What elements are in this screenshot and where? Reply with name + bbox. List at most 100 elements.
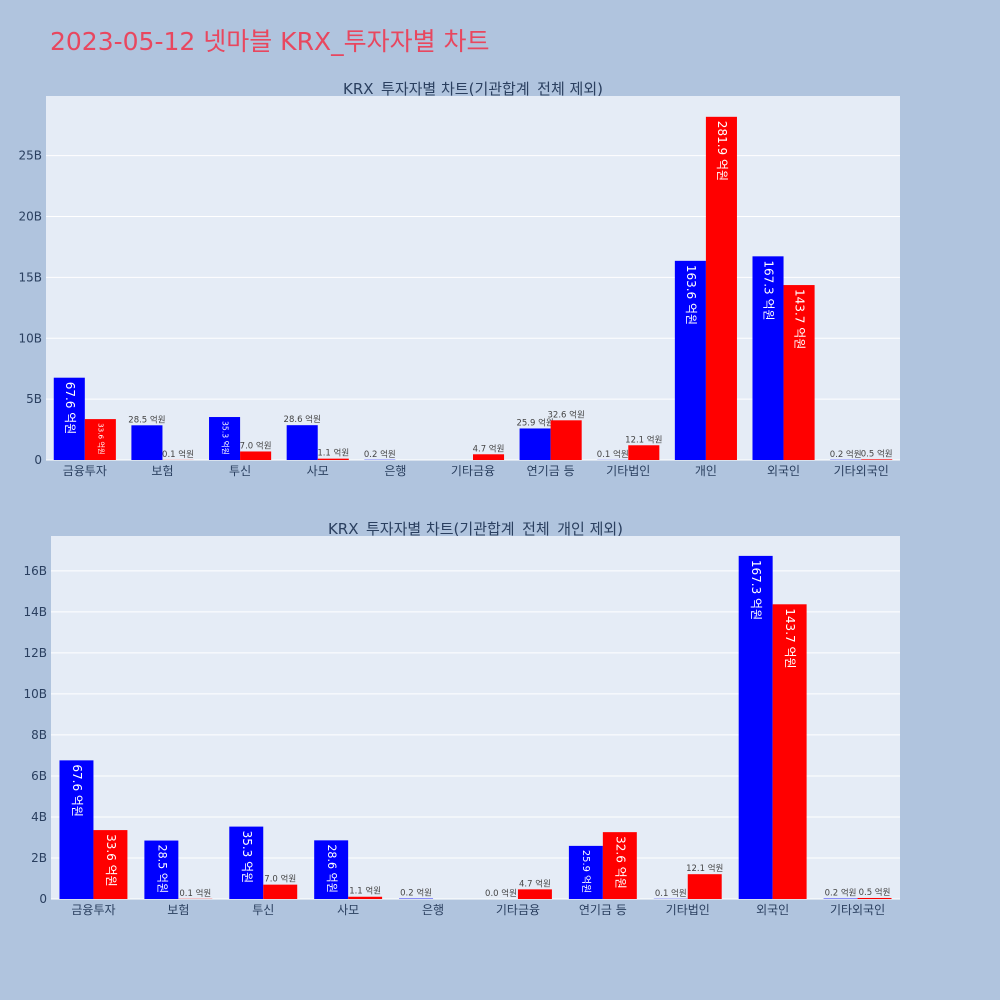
y-tick-label: 6B bbox=[31, 769, 47, 783]
bar bbox=[317, 458, 349, 460]
x-tick-label: 금융투자 bbox=[71, 903, 115, 917]
y-tick-label: 8B bbox=[31, 728, 47, 742]
y-tick-label: 12B bbox=[23, 646, 47, 660]
bar-value-label: 32.6 억원 bbox=[548, 409, 585, 420]
bar-value-label: 0.2 억원 bbox=[825, 888, 857, 899]
bar bbox=[209, 417, 241, 460]
bar-value-label: 12.1 억원 bbox=[625, 434, 662, 445]
bar-value-label: 12.1 억원 bbox=[686, 863, 723, 874]
bar bbox=[473, 454, 505, 460]
bar-value-label: 0.0 억원 bbox=[485, 888, 517, 899]
bar-value-label: 7.0 억원 bbox=[240, 440, 272, 451]
y-tick-label: 4B bbox=[31, 810, 47, 824]
bar bbox=[568, 845, 603, 899]
bar-value-label: 28.5 억원 bbox=[155, 845, 168, 894]
bar bbox=[861, 459, 893, 460]
bar bbox=[263, 884, 298, 899]
bar-value-label: 4.7 억원 bbox=[473, 443, 505, 454]
chart-title: KRX_투자자별 차트(기관합계_전체 제외) bbox=[343, 80, 603, 99]
bar-value-label: 33.6 억원 bbox=[104, 834, 118, 887]
bar-value-label: 0.1 억원 bbox=[597, 449, 629, 460]
bar bbox=[229, 826, 264, 899]
page-title: 2023-05-12 넷마블 KRX_투자자별 차트 bbox=[50, 27, 490, 56]
x-tick-label: 기타법인 bbox=[666, 903, 710, 917]
y-tick-label: 10B bbox=[18, 331, 42, 345]
x-tick-label: 개인 bbox=[695, 464, 717, 478]
bar-value-label: 0.1 억원 bbox=[179, 888, 211, 899]
bar bbox=[674, 260, 706, 460]
bar-value-label: 67.6 억원 bbox=[70, 764, 84, 817]
bar-value-label: 143.7 억원 bbox=[783, 608, 797, 668]
bar-value-label: 25.9 억원 bbox=[580, 850, 592, 893]
bar bbox=[628, 445, 660, 460]
bar bbox=[53, 377, 85, 460]
bar-value-label: 0.2 억원 bbox=[830, 449, 862, 460]
bar-value-label: 67.6 억원 bbox=[63, 382, 77, 435]
bar-value-label: 0.5 억원 bbox=[859, 887, 891, 898]
bar bbox=[602, 832, 637, 899]
bar-value-label: 0.5 억원 bbox=[861, 448, 893, 459]
bar bbox=[84, 419, 116, 460]
bar-value-label: 32.6 억원 bbox=[613, 836, 627, 889]
bar bbox=[144, 840, 179, 899]
x-tick-label: 연기금 등 bbox=[527, 464, 575, 478]
x-tick-label: 보험 bbox=[151, 464, 173, 478]
x-tick-label: 투신 bbox=[252, 903, 274, 917]
bar bbox=[93, 830, 128, 899]
y-tick-label: 10B bbox=[23, 687, 47, 701]
bar bbox=[752, 256, 784, 460]
bar bbox=[348, 896, 383, 899]
chart-title: KRX_투자자별 차트(기관합계_전체_개인 제외) bbox=[328, 520, 623, 539]
y-tick-label: 0 bbox=[39, 892, 47, 906]
x-tick-label: 은행 bbox=[422, 902, 444, 917]
x-tick-label: 은행 bbox=[384, 463, 406, 478]
bar bbox=[240, 451, 272, 460]
bar-value-label: 0.1 억원 bbox=[162, 449, 194, 460]
bar-value-label: 4.7 억원 bbox=[519, 878, 551, 889]
bar bbox=[687, 874, 722, 899]
bar bbox=[286, 425, 318, 460]
bar-value-label: 0.2 억원 bbox=[364, 449, 396, 460]
x-tick-label: 연기금 등 bbox=[579, 903, 627, 917]
x-tick-label: 사모 bbox=[337, 903, 359, 917]
y-tick-label: 16B bbox=[23, 564, 47, 578]
y-tick-label: 25B bbox=[18, 149, 42, 163]
bar-value-label: 33.6 억원 bbox=[96, 423, 105, 455]
bar-value-label: 7.0 억원 bbox=[264, 874, 296, 885]
bar-value-label: 143.7 억원 bbox=[793, 289, 807, 349]
bar bbox=[314, 840, 349, 899]
bar bbox=[519, 428, 551, 460]
y-tick-label: 2B bbox=[31, 851, 47, 865]
bar bbox=[550, 420, 582, 460]
y-tick-label: 0 bbox=[34, 453, 42, 467]
bar-value-label: 1.1 억원 bbox=[349, 886, 381, 897]
x-tick-label: 기타금융 bbox=[496, 903, 540, 917]
bar bbox=[705, 116, 737, 461]
bar-value-label: 25.9 억원 bbox=[516, 417, 553, 428]
bar-value-label: 1.1 억원 bbox=[317, 448, 349, 459]
x-tick-label: 외국인 bbox=[756, 903, 789, 917]
bar-value-label: 167.3 억원 bbox=[762, 260, 776, 320]
x-tick-label: 사모 bbox=[307, 464, 329, 478]
x-tick-label: 보험 bbox=[167, 903, 189, 917]
bar bbox=[738, 555, 773, 899]
bar-value-label: 281.9 억원 bbox=[715, 121, 729, 181]
bar bbox=[857, 897, 892, 899]
bar bbox=[517, 889, 552, 899]
y-tick-label: 5B bbox=[26, 392, 42, 406]
y-tick-label: 20B bbox=[18, 210, 42, 224]
y-tick-label: 15B bbox=[18, 270, 42, 284]
bar-value-label: 163.6 억원 bbox=[684, 265, 698, 325]
bar bbox=[131, 425, 163, 460]
bar-value-label: 0.2 억원 bbox=[400, 888, 432, 899]
x-tick-label: 기타외국인 bbox=[834, 464, 889, 478]
bar bbox=[783, 285, 815, 460]
bar-value-label: 28.6 억원 bbox=[284, 414, 321, 425]
x-tick-label: 기타법인 bbox=[606, 464, 650, 478]
bar bbox=[59, 760, 94, 899]
x-tick-label: 금융투자 bbox=[63, 464, 107, 478]
bar-value-label: 28.5 억원 bbox=[128, 414, 165, 425]
x-tick-label: 투신 bbox=[229, 464, 251, 478]
